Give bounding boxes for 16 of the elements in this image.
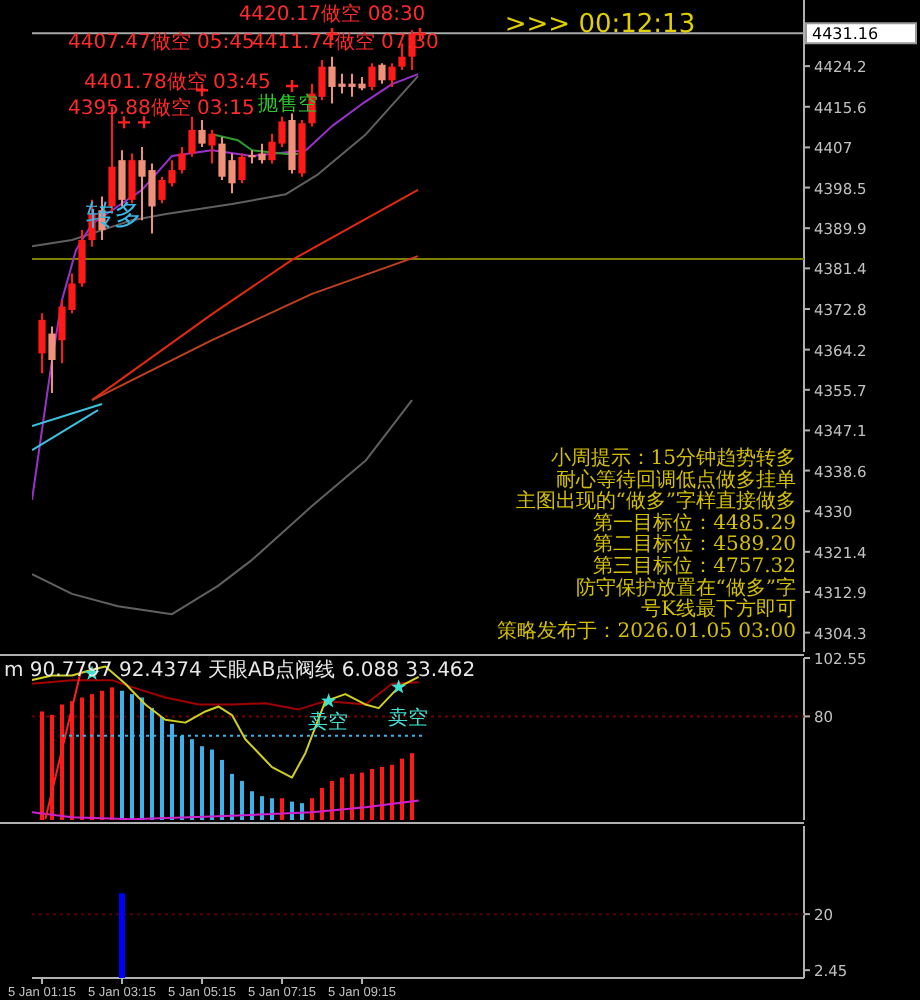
annotation: 4420.17做空 08:30 — [238, 2, 426, 26]
annotation: 策略发布于：2026.01.05 03:00 — [497, 618, 796, 643]
annotation: 耐心等待回调低点做多挂单 — [556, 467, 796, 492]
annotation: 第一目标位：4485.29 — [593, 510, 796, 535]
annotation: 转多 — [86, 200, 142, 232]
annotation: 防守保护放置在“做多”字 — [575, 575, 796, 600]
ref-line-label: 4431.16 — [812, 25, 879, 44]
annotation: 小周提示：15分钟趋势转多 — [550, 446, 796, 470]
annotation: 号K线最下方即可 — [641, 597, 796, 622]
annotation: 4407.47做空 05:45 — [68, 30, 255, 54]
annotation: 卖空 — [388, 706, 428, 730]
annotation: 第二目标位：4589.20 — [593, 532, 796, 557]
annotation: 第三目标位：4757.32 — [593, 554, 796, 578]
annotation: 主图出现的“做多”字样直接做多 — [515, 489, 796, 514]
annotation: 4401.78做空 03:45 — [84, 70, 271, 94]
annotation: 4395.88做空 03:15 — [68, 96, 255, 120]
